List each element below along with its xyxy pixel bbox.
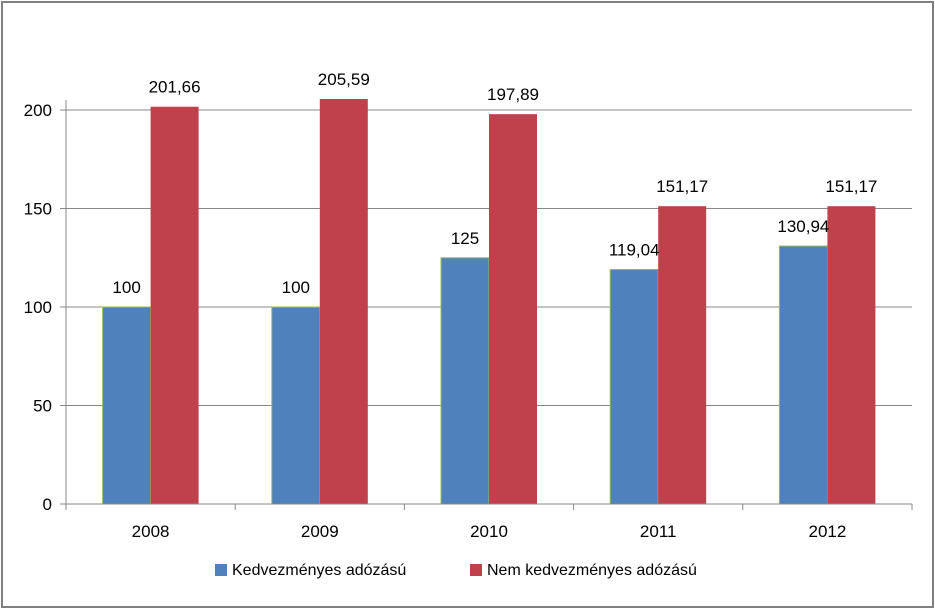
- x-category-label: 2009: [301, 522, 339, 541]
- bar-kedvezmenyes-2009: [271, 306, 321, 505]
- bar-nem-kedvezmenyes-2011: [658, 206, 707, 504]
- y-tick-label: 50: [33, 397, 52, 416]
- data-label: 151,17: [656, 177, 708, 196]
- y-tick-label: 100: [24, 298, 52, 317]
- bar-nem-kedvezmenyes-2012: [827, 206, 876, 504]
- data-label: 125: [451, 229, 479, 248]
- bar-kedvezmenyes-2010: [440, 257, 490, 505]
- y-tick-label: 150: [24, 200, 52, 219]
- bar-kedvezmenyes-2011: [609, 268, 659, 505]
- y-axis-ticks: 0 50 100 150 200: [24, 101, 52, 514]
- x-axis-categories: 2008 2009 2010 2011 2012: [132, 522, 847, 541]
- x-category-label: 2008: [132, 522, 170, 541]
- data-label: 100: [282, 278, 310, 297]
- data-label: 119,04: [609, 240, 660, 259]
- data-label: 130,94: [777, 217, 829, 236]
- bar-nem-kedvezmenyes-2008: [150, 106, 199, 504]
- data-label: 205,59: [318, 70, 370, 89]
- bar-kedvezmenyes-2008: [102, 306, 152, 505]
- bar-nem-kedvezmenyes-2010: [489, 114, 537, 504]
- y-tick-label: 200: [24, 101, 52, 120]
- bars: [102, 98, 876, 505]
- x-category-label: 2012: [808, 522, 846, 541]
- legend-swatch: [215, 564, 227, 576]
- x-category-label: 2010: [470, 522, 508, 541]
- axes: [60, 100, 913, 510]
- data-labels: 100 201,66 100 205,59 125 197,89 119,04 151,17 1…: [112, 70, 877, 297]
- legend-label: Nem kedvezményes adózású: [487, 562, 697, 579]
- y-tick-label: 0: [43, 495, 52, 514]
- legend-swatch: [470, 564, 482, 576]
- legend-label: Kedvezményes adózású: [232, 562, 406, 579]
- x-category-label: 2011: [640, 522, 677, 541]
- bar-kedvezmenyes-2012: [778, 245, 828, 505]
- legend: Kedvezményes adózású Nem kedvezményes adó…: [215, 562, 697, 579]
- data-label: 201,66: [149, 78, 201, 97]
- data-label: 100: [112, 278, 140, 297]
- data-label: 151,17: [825, 177, 877, 196]
- data-label: 197,89: [487, 85, 539, 104]
- bar-nem-kedvezmenyes-2009: [319, 98, 368, 504]
